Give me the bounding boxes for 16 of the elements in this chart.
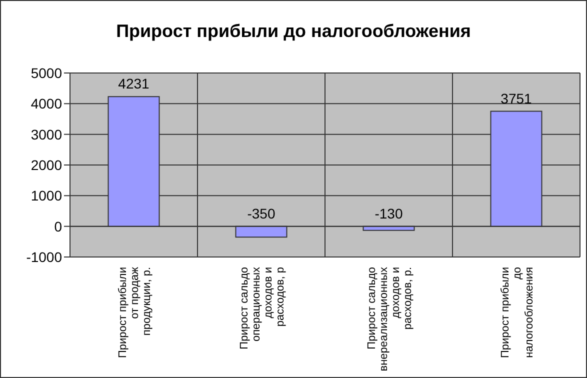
data-label: -350 [247, 205, 276, 222]
y-tick-label: 0 [54, 218, 62, 234]
data-label: 4231 [118, 76, 150, 92]
chart-title: Прирост прибыли до налогообложения [115, 21, 472, 42]
y-tick-label: -1000 [26, 248, 62, 265]
x-tick-label: Прирост прибыли от продаж продукции, р. [116, 266, 153, 358]
data-label: 3751 [500, 90, 532, 106]
y-tick-label: 5000 [30, 64, 62, 81]
x-tick-label: Прирост сальдо операционных доходов и расходов, р [238, 266, 286, 350]
y-tick-label: 3000 [30, 126, 62, 142]
x-tick-label: Прирост сальдо внереализационных доходов и расходов, р. [366, 266, 414, 372]
y-tick-label: 1000 [30, 188, 62, 204]
y-tick-label: 4000 [30, 96, 62, 112]
x-tick-label: Прирост прибыли до налогообложения [499, 266, 536, 358]
y-tick-label: 2000 [30, 156, 62, 173]
data-label: -130 [374, 205, 403, 222]
